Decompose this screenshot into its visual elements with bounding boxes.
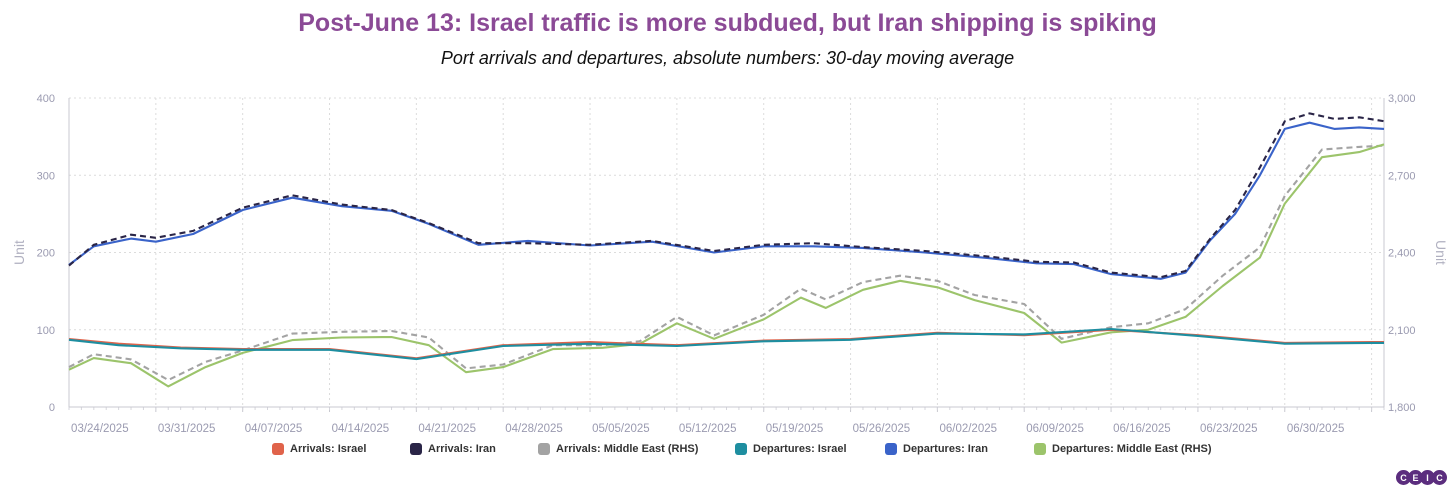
legend-item-arrivals-iran[interactable]: Arrivals: Iran — [410, 443, 496, 455]
line-chart: 0 100 200 300 400 1,800 2,100 2,400 2,700 3,000 03… — [11, 93, 1449, 435]
legend-item-arrivals-middle-east[interactable]: Arrivals: Middle East (RHS) — [538, 443, 698, 455]
chart-subtitle: Port arrivals and departures, absolute n… — [440, 48, 1015, 68]
legend-label: Departures: Middle East (RHS) — [1052, 443, 1212, 455]
legend-swatch — [410, 443, 422, 455]
ceic-logo: C E I C — [1396, 470, 1447, 485]
y-tick-label: 0 — [49, 402, 55, 414]
legend-swatch — [538, 443, 550, 455]
logo-letter: E — [1408, 470, 1423, 485]
y2-tick-label: 2,100 — [1388, 325, 1416, 337]
logo-letter: C — [1396, 470, 1411, 485]
logo-letter: I — [1420, 470, 1435, 485]
y-tick-label: 300 — [37, 170, 55, 182]
x-tick-label: 04/07/2025 — [245, 423, 303, 435]
legend-swatch — [735, 443, 747, 455]
legend-swatch — [885, 443, 897, 455]
chart-legend: Arrivals: Israel Arrivals: Iran Arrivals… — [0, 443, 1455, 463]
series-line-departures-israel — [68, 327, 1384, 361]
x-tick-label: 06/16/2025 — [1113, 423, 1171, 435]
x-tick-label: 06/02/2025 — [939, 423, 997, 435]
x-tick-label: 05/19/2025 — [766, 423, 824, 435]
x-tick-label: 06/09/2025 — [1026, 423, 1084, 435]
series-line-departures-iran — [68, 121, 1385, 280]
x-tick-label: 06/30/2025 — [1287, 423, 1345, 435]
legend-label: Arrivals: Israel — [290, 443, 367, 455]
legend-label: Arrivals: Middle East (RHS) — [556, 443, 699, 455]
x-tick-label: 03/24/2025 — [71, 423, 129, 435]
y2-tick-label: 1,800 — [1388, 402, 1416, 414]
y2-axis-title: Unit — [1433, 240, 1449, 265]
legend-item-departures-israel[interactable]: Departures: Israel — [735, 443, 847, 455]
series-line-arrivals-middle-east-rhs — [68, 144, 1385, 382]
y-tick-label: 400 — [37, 93, 55, 105]
x-tick-label: 04/21/2025 — [418, 423, 476, 435]
y-axis-title: Unit — [11, 240, 27, 265]
x-tick-label: 05/05/2025 — [592, 423, 650, 435]
y2-tick-label: 2,700 — [1388, 170, 1416, 182]
x-tick-label: 05/12/2025 — [679, 423, 737, 435]
series-line-arrivals-iran — [68, 112, 1385, 279]
legend-label: Departures: Israel — [753, 443, 847, 455]
y2-tick-label: 3,000 — [1388, 93, 1416, 105]
y-tick-label: 200 — [37, 248, 55, 260]
legend-item-departures-iran[interactable]: Departures: Iran — [885, 443, 988, 455]
legend-swatch — [1034, 443, 1046, 455]
legend-label: Departures: Iran — [903, 443, 988, 455]
legend-swatch — [272, 443, 284, 455]
x-tick-label: 04/28/2025 — [505, 423, 563, 435]
x-tick-label: 04/14/2025 — [332, 423, 390, 435]
legend-item-arrivals-israel[interactable]: Arrivals: Israel — [272, 443, 366, 455]
x-tick-label: 06/23/2025 — [1200, 423, 1258, 435]
x-tick-label: 05/26/2025 — [853, 423, 911, 435]
x-tick-label: 03/31/2025 — [158, 423, 216, 435]
y-tick-label: 100 — [37, 325, 55, 337]
logo-letter: C — [1432, 470, 1447, 485]
chart-title: Post-June 13: Israel traffic is more sub… — [298, 9, 1157, 37]
series-line-departures-middle-east-rhs — [68, 143, 1385, 388]
legend-item-departures-middle-east[interactable]: Departures: Middle East (RHS) — [1034, 443, 1212, 455]
legend-label: Arrivals: Iran — [428, 443, 496, 455]
y2-tick-label: 2,400 — [1388, 248, 1416, 260]
